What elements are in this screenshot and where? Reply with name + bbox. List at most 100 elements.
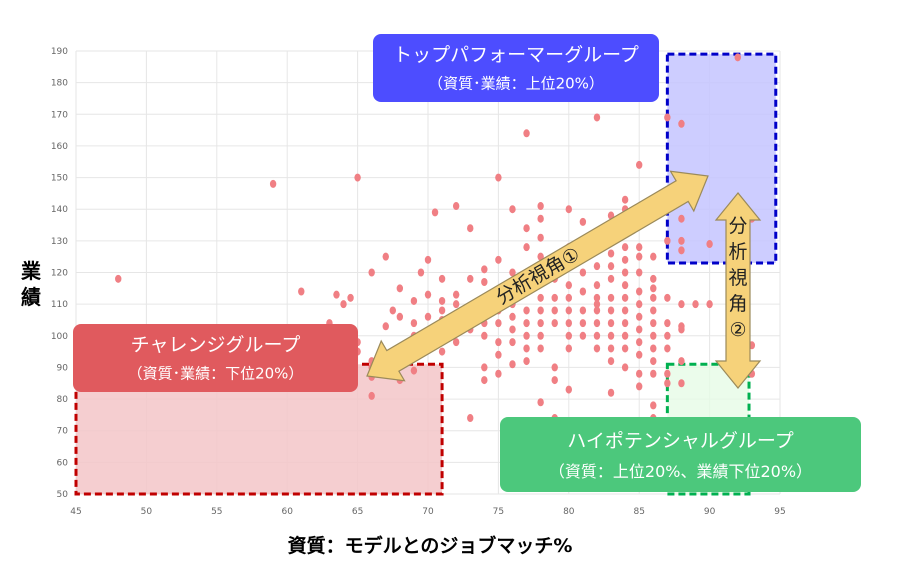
data-point — [481, 376, 488, 385]
x-tick-label: 60 — [281, 507, 293, 517]
top-performer-region — [665, 52, 778, 265]
y-axis-title-part1: 業 — [21, 259, 42, 283]
data-point — [354, 173, 361, 182]
data-point — [537, 331, 544, 340]
x-tick-label: 85 — [633, 507, 644, 517]
data-point — [650, 344, 657, 353]
data-point — [706, 300, 713, 309]
y-tick-label: 60 — [57, 458, 69, 468]
data-point — [565, 281, 572, 290]
x-tick-label: 55 — [211, 507, 222, 517]
data-point — [621, 243, 629, 252]
top-performer-label: トップパフォーマーグループ （資質･業績：上位20%） — [373, 34, 659, 102]
potential-label-subtitle: （資質：上位20%、業績下位20%） — [549, 462, 812, 481]
data-point — [664, 369, 671, 378]
data-point — [579, 268, 587, 277]
data-point — [523, 319, 530, 328]
data-point — [495, 338, 502, 347]
data-point — [523, 306, 530, 315]
data-point — [551, 363, 558, 372]
analysis-arrow-2 — [714, 192, 762, 389]
data-point — [607, 344, 615, 353]
x-tick-label: 90 — [704, 507, 716, 517]
data-point — [607, 293, 615, 302]
data-point — [509, 360, 516, 369]
data-point — [607, 306, 615, 315]
y-tick-label: 70 — [57, 427, 69, 437]
data-point — [621, 195, 629, 204]
data-point — [565, 319, 572, 328]
y-tick-label: 120 — [51, 269, 68, 279]
data-point — [495, 319, 502, 328]
data-point — [382, 322, 389, 331]
data-point — [621, 331, 629, 340]
data-point — [678, 119, 685, 128]
data-point — [621, 293, 629, 302]
data-point — [537, 319, 544, 328]
data-point — [664, 344, 671, 353]
data-point — [340, 300, 347, 309]
data-point — [523, 243, 530, 252]
data-point — [593, 293, 601, 302]
data-point — [678, 379, 685, 388]
data-point — [607, 388, 615, 397]
data-point — [636, 160, 643, 169]
data-point — [368, 391, 375, 400]
data-point — [607, 262, 615, 271]
data-point — [467, 414, 474, 423]
data-point — [509, 268, 516, 277]
data-point — [481, 277, 488, 286]
analysis-arrow-2-label-char: ② — [729, 319, 746, 341]
data-point — [396, 312, 404, 321]
challenge-label-background — [73, 324, 358, 392]
data-point — [706, 240, 713, 249]
potential-label-title: ハイポテンシャルグループ — [567, 430, 793, 452]
data-point — [678, 325, 685, 334]
top-performer-label-subtitle: （資質･業績：上位20%） — [428, 74, 604, 92]
x-tick-label: 45 — [70, 507, 81, 517]
data-point — [396, 284, 404, 293]
data-point — [579, 331, 587, 340]
data-point — [650, 319, 657, 328]
y-tick-label: 170 — [51, 110, 68, 120]
data-point — [621, 268, 629, 277]
x-tick-label: 70 — [422, 507, 434, 517]
data-point — [495, 255, 502, 264]
data-point — [481, 265, 488, 274]
data-point — [664, 319, 671, 328]
data-point — [509, 325, 516, 334]
data-point — [593, 262, 601, 271]
data-point — [636, 369, 643, 378]
data-point — [537, 202, 544, 211]
data-point — [607, 249, 615, 258]
data-point — [431, 208, 439, 217]
data-point — [650, 274, 657, 283]
data-point — [621, 306, 629, 315]
data-point — [650, 284, 657, 293]
x-tick-label: 65 — [352, 507, 363, 517]
y-tick-label: 160 — [51, 142, 68, 152]
data-point — [650, 306, 657, 315]
data-point — [678, 214, 685, 223]
y-tick-label: 180 — [51, 79, 68, 89]
data-point — [467, 224, 474, 233]
data-point — [650, 252, 657, 261]
potential-label-background — [500, 417, 861, 492]
analysis-arrow-2-label-char: 角 — [728, 293, 747, 315]
data-point — [664, 379, 671, 388]
data-point — [593, 331, 601, 340]
top-performer-label-title: トップパフォーマーグループ — [393, 44, 639, 66]
data-point — [537, 306, 544, 315]
data-point — [636, 325, 643, 334]
data-point — [452, 300, 460, 309]
y-axis-title-part2: 績 — [21, 285, 41, 309]
data-point — [692, 300, 699, 309]
data-point — [593, 306, 601, 315]
data-point — [551, 319, 558, 328]
y-tick-label: 150 — [51, 174, 68, 184]
data-point — [621, 344, 629, 353]
y-tick-label: 90 — [57, 363, 69, 373]
data-point — [417, 268, 425, 277]
